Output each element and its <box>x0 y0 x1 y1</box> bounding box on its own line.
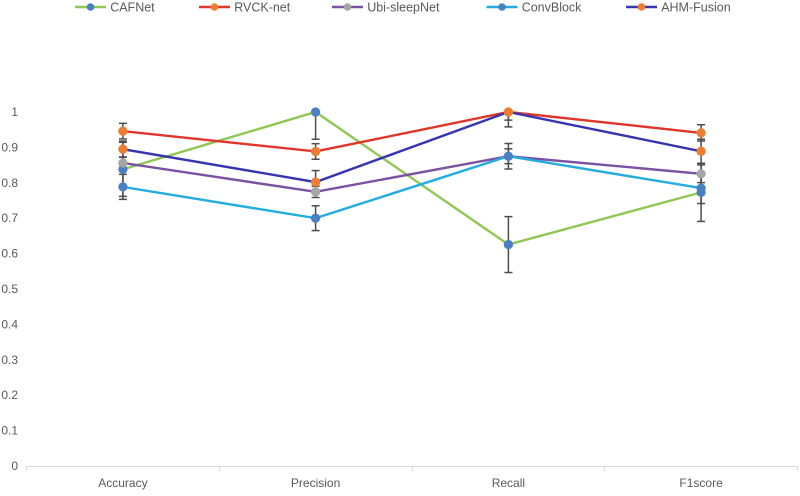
svg-text:Precision: Precision <box>291 476 340 490</box>
svg-text:0: 0 <box>11 459 18 473</box>
svg-text:RVCK-net: RVCK-net <box>234 1 291 15</box>
svg-text:Recall: Recall <box>492 476 525 490</box>
svg-text:0.5: 0.5 <box>1 282 18 296</box>
svg-text:1: 1 <box>11 105 18 119</box>
svg-text:0.8: 0.8 <box>1 176 18 190</box>
svg-text:F1score: F1score <box>679 476 723 490</box>
svg-text:ConvBlock: ConvBlock <box>522 1 582 15</box>
svg-text:0.1: 0.1 <box>1 424 18 438</box>
svg-text:0.4: 0.4 <box>1 317 18 331</box>
svg-text:AHM-Fusion: AHM-Fusion <box>661 1 731 15</box>
svg-text:0.3: 0.3 <box>1 353 18 367</box>
svg-text:0.9: 0.9 <box>1 140 18 154</box>
svg-text:0.2: 0.2 <box>1 388 18 402</box>
svg-text:0.7: 0.7 <box>1 211 18 225</box>
svg-text:CAFNet: CAFNet <box>110 1 155 15</box>
svg-text:Ubi-sleepNet: Ubi-sleepNet <box>367 1 440 15</box>
svg-text:Accuracy: Accuracy <box>98 476 147 490</box>
svg-text:0.6: 0.6 <box>1 247 18 261</box>
